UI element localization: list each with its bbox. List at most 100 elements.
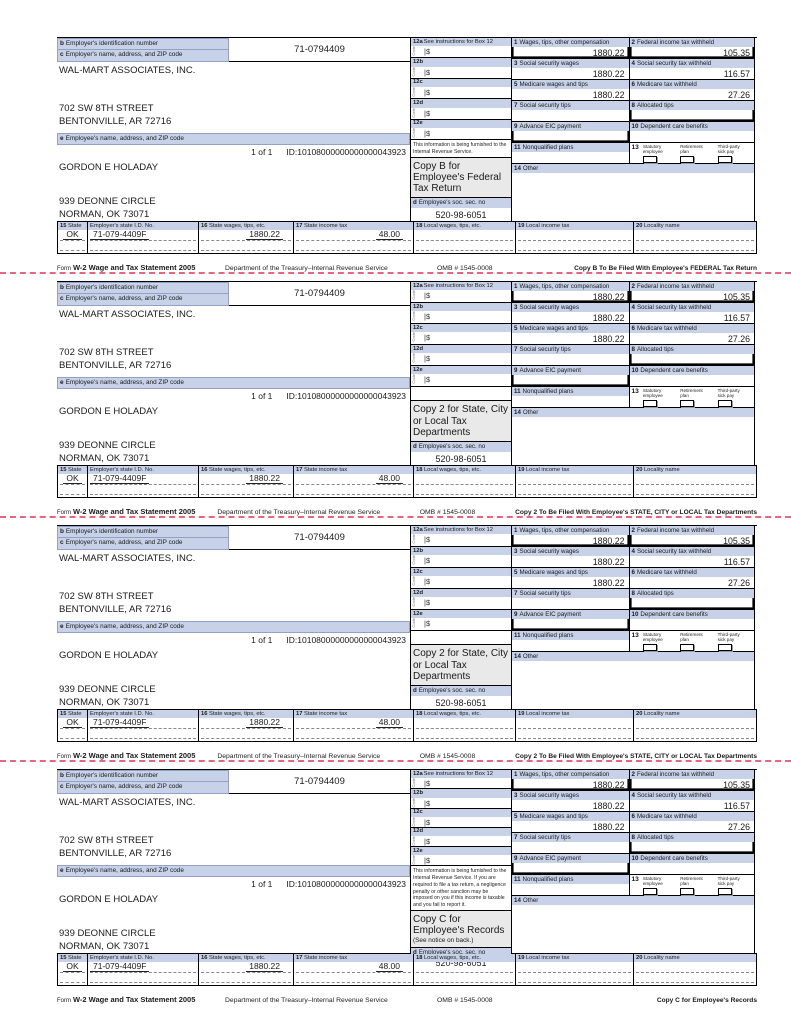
- form-title: W-2 Wage and Tax Statement 2005: [73, 751, 196, 760]
- code-vertical-label: Code: [411, 87, 416, 97]
- state-value: OK: [63, 474, 82, 484]
- box-1-value: 1880.22: [592, 47, 625, 58]
- employer-id-label: b Employer's identification number: [57, 770, 229, 782]
- state-id-value: 71-079-4409F: [90, 962, 150, 972]
- box-2-federal-tax: 2 Federal income tax withheld 105.35: [629, 526, 754, 546]
- label-letter-b: b: [60, 528, 64, 535]
- state-tax-value: 48.00: [375, 962, 403, 972]
- box-11-nonqualified: 11 Nonqualified plans: [512, 143, 630, 163]
- box-2-value: 105.35: [723, 291, 750, 302]
- wage-boxes-column: 1 Wages, tips, other compensation 1880.22…: [512, 38, 755, 221]
- form-separator: [0, 516, 791, 518]
- box-12e: 12e Code |$: [411, 847, 511, 867]
- code-vertical-label: Code: [411, 332, 416, 342]
- employer-ein-value: 71-0794409: [229, 282, 410, 306]
- omb-number: OMB # 1545-0008: [419, 509, 476, 516]
- employer-street: 702 SW 8TH STREET: [59, 347, 154, 358]
- form-footer: Form W-2 Wage and Tax Statement 2005 Depa…: [57, 745, 757, 760]
- box-2-federal-tax: 2 Federal income tax withheld 105.35: [629, 770, 754, 790]
- box-3-ss-wages: 3 Social security wages 1880.22: [512, 547, 630, 567]
- box-3-value: 1880.22: [592, 800, 625, 811]
- state-wages-value: 1880.22: [246, 230, 283, 240]
- employer-name: WAL-MART ASSOCIATES, INC.: [59, 553, 196, 564]
- box-1-wages: 1 Wages, tips, other compensation 1880.22: [512, 282, 630, 302]
- box12-copy-column: 12aSee instructions for Box 12 Code |$ 12…: [410, 282, 512, 465]
- employee-city: NORMAN, OK 73071: [59, 208, 150, 220]
- box-3-value: 1880.22: [592, 556, 625, 567]
- copy-title: Copy 2 for State, City or Local Tax Depa…: [413, 404, 509, 438]
- box-11-value: [512, 640, 629, 641]
- label-letter-e: e: [60, 134, 64, 142]
- form-footer: Form W-2 Wage and Tax Statement 2005 Depa…: [57, 501, 757, 516]
- employer-city: BENTONVILLE, AR 72716: [59, 847, 172, 859]
- code-vertical-label: Code: [411, 855, 416, 866]
- wage-boxes-column: 1 Wages, tips, other compensation 1880.22…: [512, 770, 755, 953]
- code-vertical-label: Code: [411, 290, 416, 300]
- box-6-value: 27.26: [727, 821, 750, 832]
- state-local-row: 15 State OK Employer's state I.D. No. 71-…: [57, 709, 757, 742]
- box-1-wages: 1 Wages, tips, other compensation 1880.22: [512, 38, 630, 58]
- box-19-local-tax: 19 Local income tax: [516, 222, 634, 253]
- box-12e: 12e Code |$: [411, 366, 511, 387]
- box-4-value: 116.57: [723, 312, 750, 323]
- page-and-id-line: 1 of 1 ID:10108000000000000043923: [57, 633, 410, 645]
- box-5-value: 1880.22: [592, 577, 625, 588]
- employer-state-id: Employer's state I.D. No. 71-079-4409F: [88, 710, 199, 741]
- box-16-state-wages: 16 State wages, tips, etc. 1880.22: [199, 710, 294, 741]
- employer-state-id: Employer's state I.D. No. 71-079-4409F: [88, 954, 199, 985]
- box-9-advance-eic: 9 Advance EIC payment: [512, 122, 630, 142]
- code-vertical-label: Code: [411, 797, 416, 808]
- employee-name-label: e Employee's name, address, and ZIP code: [57, 376, 410, 389]
- box12-copy-column: 12aSee instructions for Box 12 Code |$ 12…: [410, 770, 512, 968]
- employer-name: WAL-MART ASSOCIATES, INC.: [59, 309, 196, 320]
- state-id-value: 71-079-4409F: [90, 474, 150, 484]
- label-letter-c: c: [60, 539, 64, 546]
- box-2-value: 105.35: [723, 535, 750, 546]
- box-8-value: [630, 354, 754, 355]
- retirement-plan-checkbox: [680, 155, 695, 163]
- code-vertical-label: Code: [411, 555, 416, 565]
- box-19-local-tax: 19 Local income tax: [516, 466, 634, 497]
- box12-copy-column: 12aSee instructions for Box 12 Code |$ 12…: [410, 526, 512, 709]
- w2-form: b Employer's identification number c Emplo…: [57, 769, 757, 1004]
- wage-boxes-column: 1 Wages, tips, other compensation 1880.22…: [512, 526, 755, 709]
- employee-address: 939 DEONNE CIRCLE NORMAN, OK 73071: [59, 195, 410, 222]
- box-12b: 12b Code |$: [411, 303, 511, 324]
- box-9-value: [512, 619, 629, 620]
- box-11-nonqualified: 11 Nonqualified plans: [512, 631, 630, 651]
- box-18-local-wages: 18 Local wages, tips, etc.: [414, 222, 516, 253]
- box-12a: 12aSee instructions for Box 12 Code |$: [411, 282, 511, 303]
- employer-id-label: b Employer's identification number: [57, 526, 229, 538]
- employer-id-label: b Employer's identification number: [57, 282, 229, 294]
- employer-id-block: b Employer's identification number c Emplo…: [57, 526, 410, 550]
- state-value: OK: [63, 230, 82, 240]
- box-14-other: 14 Other: [512, 896, 754, 953]
- box-1-value: 1880.22: [592, 779, 625, 790]
- box-19-local-tax: 19 Local income tax: [516, 710, 634, 741]
- box-9-advance-eic: 9 Advance EIC payment: [512, 610, 630, 630]
- copy-designation-box: Copy 2 for State, City or Local Tax Depa…: [411, 644, 511, 686]
- box-12d: 12d Code |$: [411, 589, 511, 610]
- label-letter-c: c: [60, 295, 64, 302]
- employee-name-label: e Employee's name, address, and ZIP code: [57, 864, 410, 877]
- employer-name: WAL-MART ASSOCIATES, INC.: [59, 797, 196, 808]
- footer-copy-designation: Copy 2 To Be Filed With Employee's STATE…: [515, 753, 757, 760]
- form-word: Form: [57, 510, 71, 516]
- treasury-dept-text: Department of the Treasury–Internal Reve…: [225, 265, 388, 272]
- box-10-value: [630, 863, 754, 864]
- box-16-state-wages: 16 State wages, tips, etc. 1880.22: [199, 954, 294, 985]
- code-vertical-label: Code: [411, 816, 416, 827]
- form-title: W-2 Wage and Tax Statement 2005: [73, 507, 196, 516]
- box-11-nonqualified: 11 Nonqualified plans: [512, 387, 630, 407]
- w2-main-section: b Employer's identification number c Emplo…: [57, 525, 757, 709]
- box-11-value: [512, 152, 629, 153]
- box-16-state-wages: 16 State wages, tips, etc. 1880.22: [199, 222, 294, 253]
- copy-note: (See notice on back.): [413, 937, 474, 945]
- footer-copy-designation: Copy B To Be Filed With Employee's FEDER…: [574, 265, 757, 272]
- box-9-advance-eic: 9 Advance EIC payment: [512, 854, 630, 874]
- retirement-plan-checkbox: [680, 643, 695, 651]
- box-5-medicare-wages: 5 Medicare wages and tips 1880.22: [512, 324, 630, 344]
- code-vertical-label: Code: [411, 107, 416, 118]
- employee-name: GORDON E HOLADAY: [59, 893, 159, 905]
- employee-address: 939 DEONNE CIRCLE NORMAN, OK 73071: [59, 439, 410, 466]
